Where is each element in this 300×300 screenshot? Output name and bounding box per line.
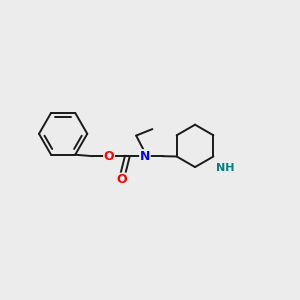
Text: O: O (104, 150, 114, 163)
Text: N: N (140, 150, 150, 163)
Text: O: O (117, 173, 127, 186)
Text: NH: NH (216, 163, 234, 173)
